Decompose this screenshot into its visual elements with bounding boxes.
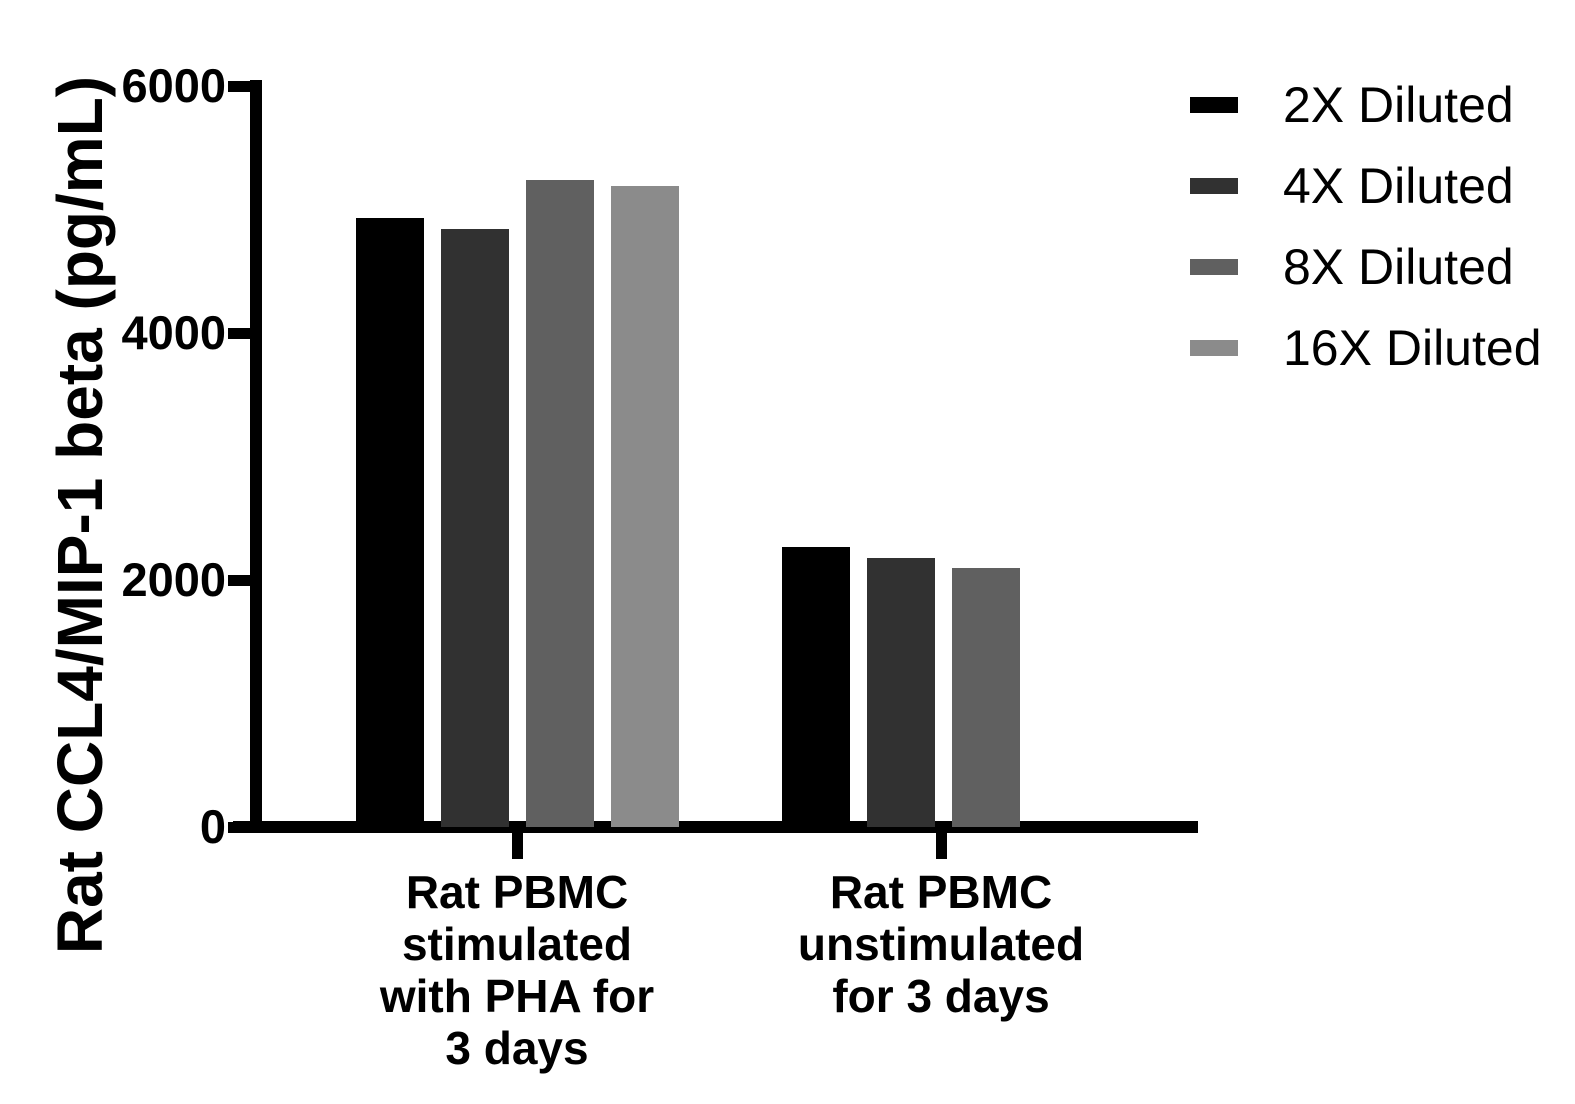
y-tick-4000 [228, 328, 250, 339]
bar-2x-diluted-group2 [782, 547, 850, 827]
x-category-label-line: Rat PBMC [829, 866, 1053, 918]
bar-8x-diluted-group1 [526, 180, 594, 827]
bar-4x-diluted-group1 [441, 229, 509, 827]
x-tick-group2 [936, 833, 947, 859]
x-category-label-line: stimulated [401, 918, 633, 970]
bar-8x-diluted-group2 [952, 568, 1020, 827]
x-category-label-group1: Rat PBMC stimulated with PHA for 3 days [307, 866, 727, 1074]
y-tick-label-4000: 4000 [121, 306, 226, 359]
y-tick-label-2000: 2000 [121, 553, 226, 606]
legend-label-8x-diluted: 8X Diluted [1283, 239, 1514, 295]
x-category-label-line: unstimulated [797, 918, 1085, 970]
legend-swatch-8x-diluted [1190, 259, 1238, 275]
y-axis-line [250, 80, 262, 833]
bar-2x-diluted-group1 [356, 218, 424, 827]
legend-swatch-2x-diluted [1190, 97, 1238, 113]
bar-16x-diluted-group1 [611, 186, 679, 827]
y-tick-label-6000: 6000 [121, 59, 226, 112]
x-category-label-line: 3 days [445, 1022, 589, 1074]
x-category-label-line: for 3 days [832, 970, 1050, 1022]
legend-swatch-16x-diluted [1190, 340, 1238, 356]
legend-label-4x-diluted: 4X Diluted [1283, 158, 1514, 214]
x-tick-group1 [512, 833, 523, 859]
bar-4x-diluted-group2 [867, 558, 935, 827]
x-category-label-line: Rat PBMC [405, 866, 629, 918]
legend-swatch-4x-diluted [1190, 178, 1238, 194]
x-category-label-group2: Rat PBMC unstimulated for 3 days [731, 866, 1151, 1022]
y-tick-label-0: 0 [199, 800, 226, 853]
y-tick-2000 [228, 575, 250, 586]
legend-label-16x-diluted: 16X Diluted [1283, 320, 1542, 376]
y-tick-6000 [228, 81, 250, 92]
x-category-label-line: with PHA for [379, 970, 655, 1022]
y-tick-0 [228, 822, 250, 833]
legend-label-2x-diluted: 2X Diluted [1283, 77, 1514, 133]
